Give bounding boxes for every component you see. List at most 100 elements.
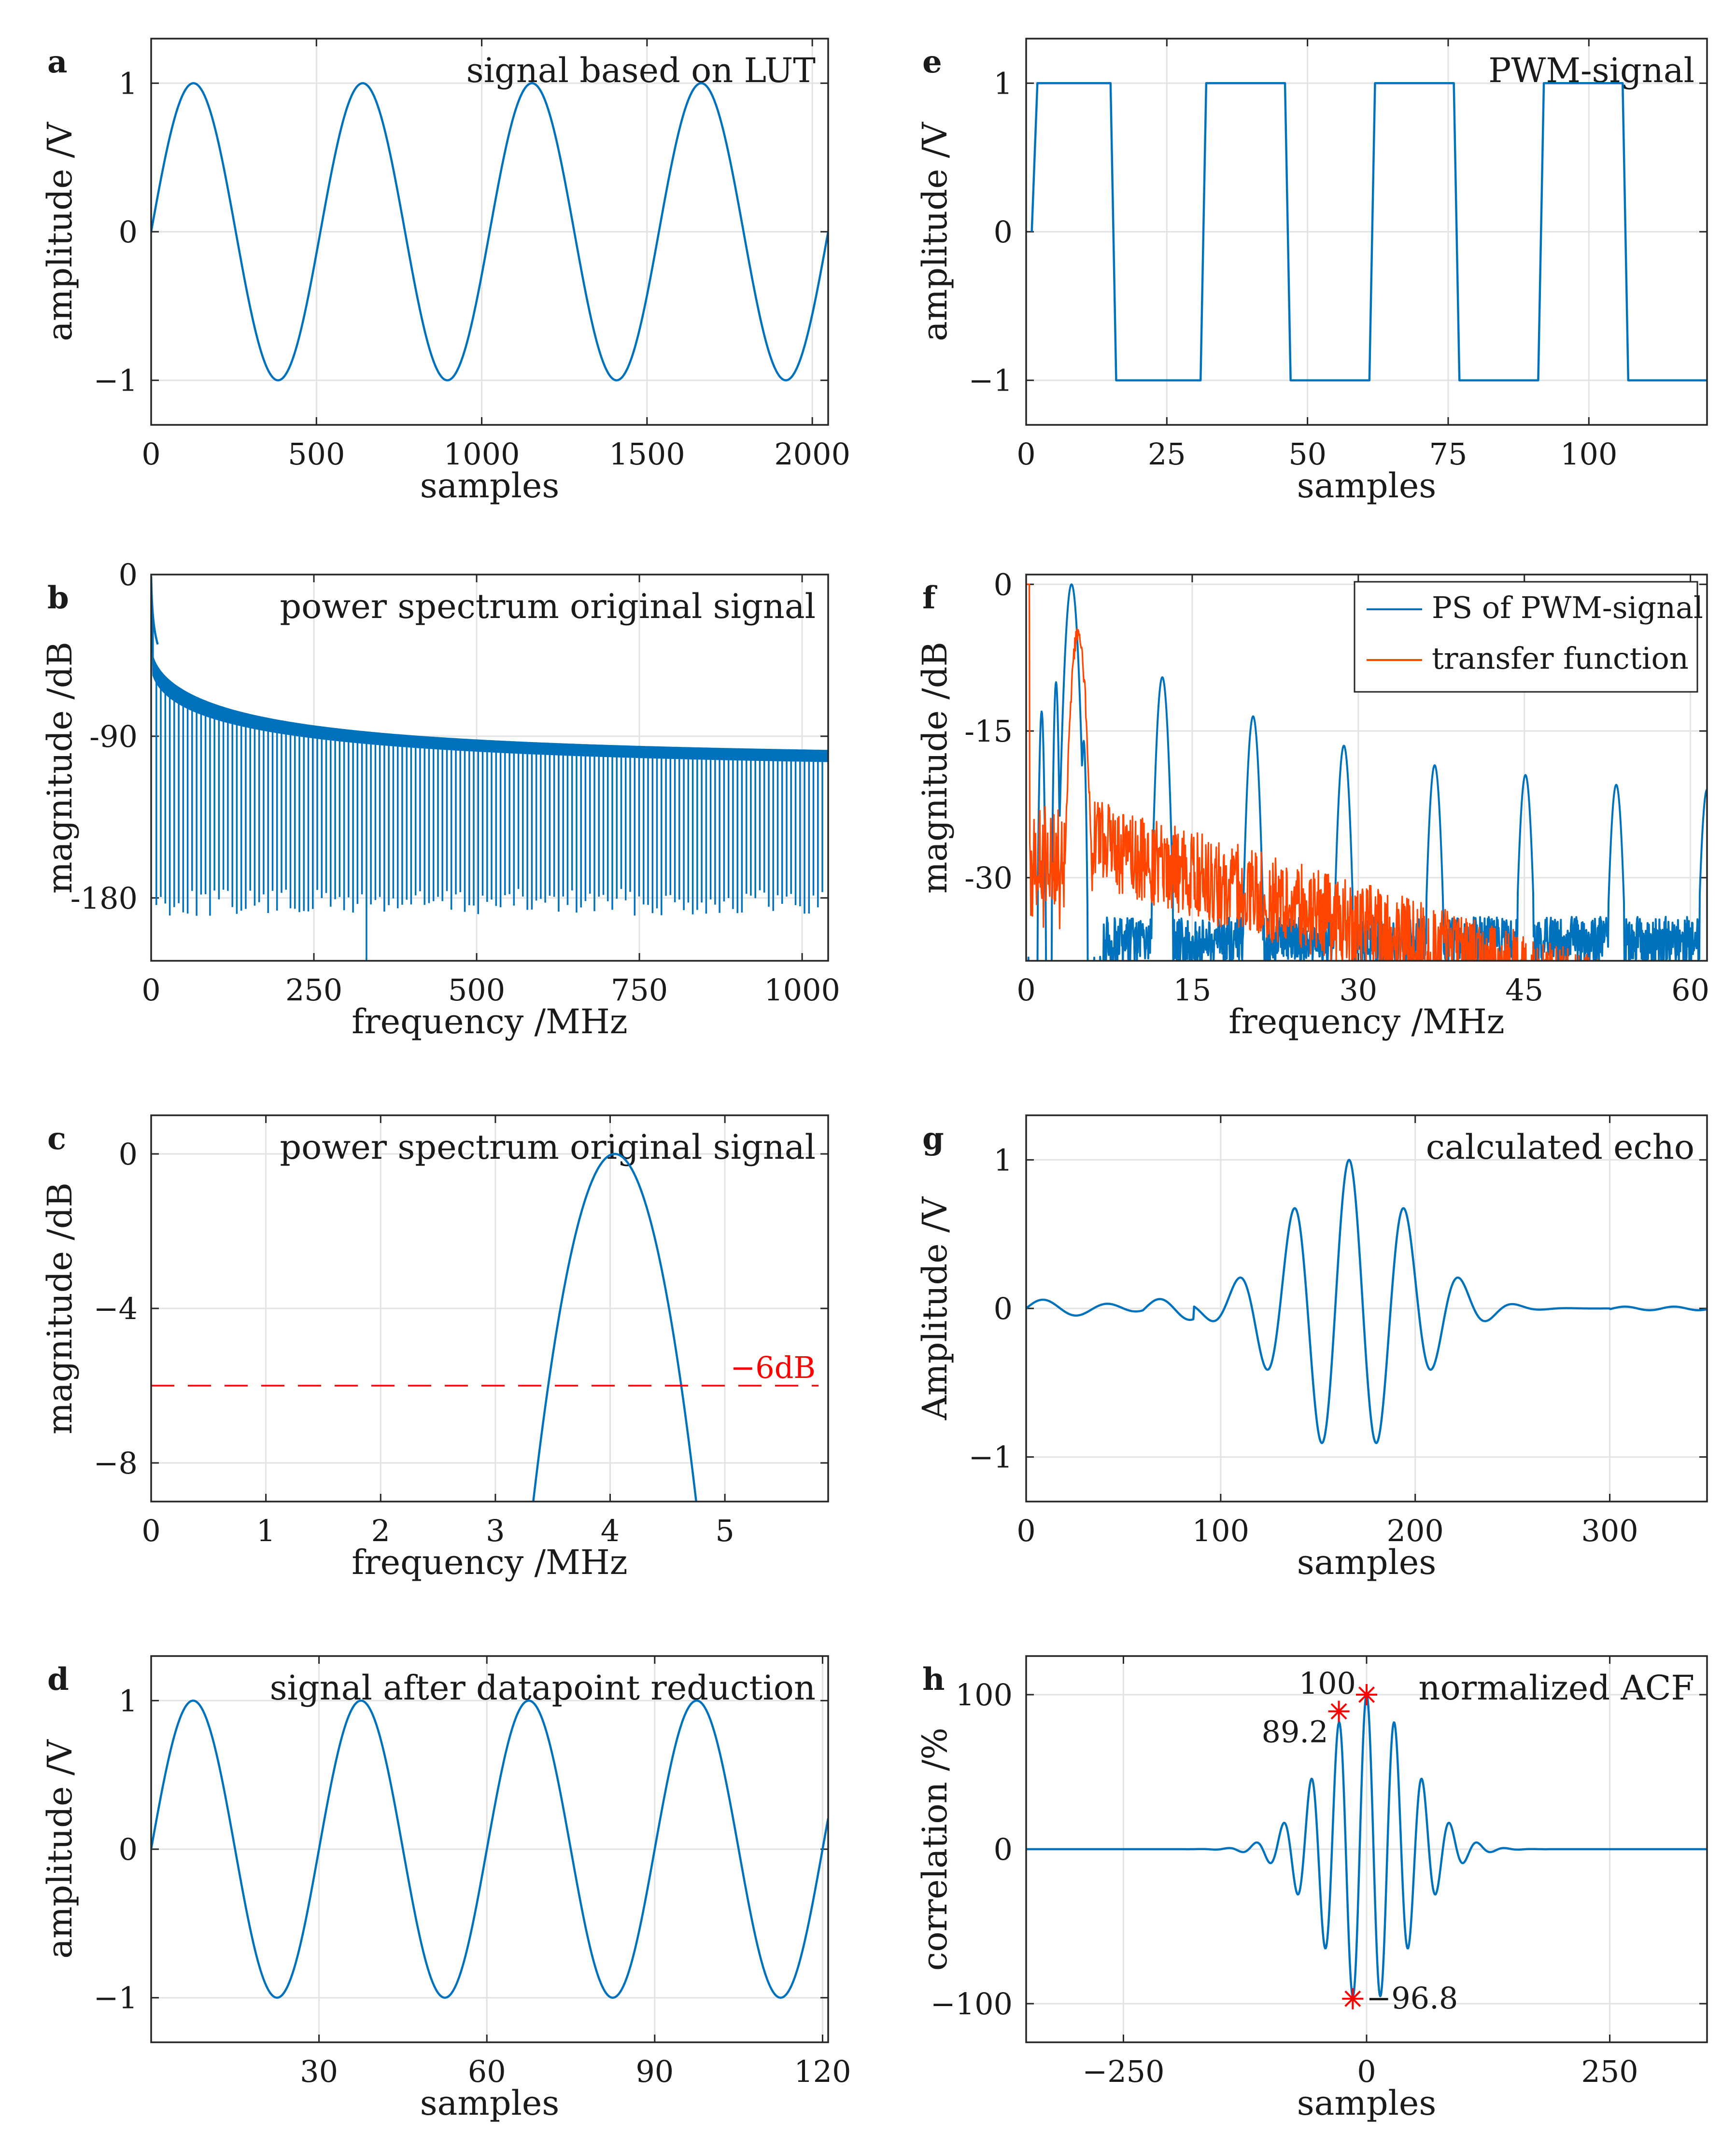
y-tick-label: −1 [969, 363, 1013, 398]
panel-f: 0 15 30 45 60 -30 -15 0 frequency /MHz magnitude … [915, 567, 1709, 1041]
x-axis-label: frequency /MHz [352, 1543, 627, 1582]
y-tick-label: −1 [94, 363, 138, 398]
y-axis-label: amplitude /V [915, 122, 955, 341]
y-axis-label: amplitude /V [40, 1739, 80, 1959]
x-tick-label: 45 [1505, 972, 1543, 1008]
y-tick-label: 0 [119, 214, 138, 250]
x-tick-label: 0 [141, 972, 160, 1008]
y-tick-label: -15 [964, 714, 1013, 749]
axes-frame [150, 1114, 829, 1503]
y-tick-label: 1 [119, 66, 138, 101]
x-tick-label: 0 [141, 436, 160, 472]
y-tick-label: −100 [931, 1986, 1013, 2022]
series-spectrum-start [151, 576, 159, 646]
y-tick-label: 1 [994, 66, 1013, 101]
x-axis-label: frequency /MHz [1228, 1002, 1504, 1041]
x-tick-label: 1 [256, 1513, 275, 1548]
x-tick-label: 3 [486, 1513, 505, 1548]
y-tick-label: 0 [994, 214, 1013, 250]
y-axis-label: amplitude /V [40, 122, 80, 341]
y-tick-label: 0 [119, 557, 138, 592]
y-tick-label: 1 [994, 1142, 1013, 1178]
x-tick-label: 0 [1357, 2054, 1376, 2089]
x-tick-label: 30 [300, 2054, 338, 2089]
x-tick-label: 1000 [764, 972, 840, 1008]
panel-b: 0 250 500 750 1000 -180 -90 0 frequency /MHz magn… [40, 557, 840, 1041]
y-tick-label: −8 [94, 1446, 138, 1481]
x-tick-label: 100 [1192, 1513, 1249, 1548]
y-tick-label: -90 [89, 719, 138, 754]
panel-letter: g [922, 1121, 944, 1157]
marker-label: 89.2 [1262, 1714, 1328, 1750]
x-tick-label: 120 [794, 2054, 851, 2089]
y-tick-label: -180 [71, 881, 138, 916]
x-tick-label: 1500 [609, 436, 685, 472]
x-axis-label: frequency /MHz [352, 1002, 627, 1041]
x-tick-label: −250 [1082, 2054, 1164, 2089]
series-pwm [1030, 82, 1707, 381]
x-tick-label: 300 [1581, 1513, 1638, 1548]
x-tick-label: 15 [1173, 972, 1211, 1008]
panel-letter: e [922, 44, 942, 80]
y-tick-label: −1 [969, 1440, 1013, 1475]
panel-letter: d [47, 1661, 69, 1698]
x-tick-label: 750 [611, 972, 668, 1008]
x-tick-label: 90 [635, 2054, 674, 2089]
x-tick-label: 2 [371, 1513, 390, 1548]
panel-h: −250 0 250 −100 0 100 samples correlation /% h no… [915, 1655, 1708, 2123]
series-signal [151, 82, 828, 381]
x-tick-label: 1000 [444, 436, 520, 472]
y-tick-label: −4 [94, 1291, 138, 1326]
y-axis-label: magnitude /dB [915, 642, 955, 894]
x-tick-label: 500 [288, 436, 345, 472]
series-main-lobe [532, 1152, 697, 1502]
axes-frame [150, 574, 829, 962]
panel-a: 0 500 1000 1500 2000 −1 0 1 samples amplitude /V a… [40, 38, 850, 506]
y-tick-label: 0 [119, 1137, 138, 1172]
axes-frame [1025, 1655, 1708, 2043]
x-axis-label: samples [1297, 466, 1437, 506]
panel-letter: a [47, 44, 67, 80]
series-echo [1026, 1159, 1707, 1445]
panel-title: power spectrum original signal [280, 587, 816, 626]
y-tick-label: 1 [119, 1683, 138, 1718]
marker-1: 89.2 [1262, 1700, 1350, 1750]
y-tick-label: 0 [994, 567, 1013, 602]
panel-title: PWM-signal [1488, 51, 1694, 90]
y-axis-label: magnitude /dB [40, 1182, 80, 1434]
panel-title: power spectrum original signal [280, 1127, 816, 1167]
x-tick-label: 0 [1016, 1513, 1035, 1548]
x-tick-label: 250 [1581, 2054, 1638, 2089]
marker-star [1328, 1700, 1350, 1722]
panel-d: 30 60 90 120 −1 0 1 samples amplitude /V d signal … [40, 1655, 851, 2123]
panel-e: 0 25 50 75 100 −1 0 1 samples amplitude /V e PWM-si… [915, 38, 1708, 506]
y-axis-label: magnitude /dB [40, 642, 80, 894]
x-axis-label: samples [1297, 1543, 1437, 1582]
panel-title: signal after datapoint reduction [270, 1668, 816, 1708]
x-tick-label: 0 [1016, 436, 1035, 472]
legend-box [1354, 581, 1698, 693]
panel-letter: c [47, 1121, 66, 1157]
x-tick-label: 25 [1148, 436, 1186, 472]
x-tick-label: 30 [1339, 972, 1377, 1008]
panel-g: 0 100 200 300 −1 0 1 samples Amplitude /V g calcul… [915, 1114, 1708, 1582]
panel-letter: h [922, 1661, 945, 1698]
y-tick-label: −1 [94, 1980, 138, 2016]
legend-entry: PS of PWM-signal [1432, 590, 1703, 625]
panel-title: signal based on LUT [466, 51, 816, 90]
legend-entry: transfer function [1432, 641, 1689, 676]
panel-letter: b [47, 580, 69, 616]
marker-star [1342, 1988, 1364, 2009]
x-tick-label: 5 [715, 1513, 734, 1548]
y-tick-label: 0 [994, 1291, 1013, 1326]
y-tick-label: 0 [119, 1832, 138, 1867]
y-tick-label: -30 [964, 860, 1013, 896]
marker-label: −96.8 [1366, 1980, 1458, 2016]
x-tick-label: 0 [1016, 972, 1035, 1008]
panel-c: 0 1 2 3 4 5 −8 −4 0 frequency /MHz magnitude /dB c p… [40, 1114, 829, 1582]
series-envelope-band [151, 575, 828, 762]
x-tick-label: 75 [1429, 436, 1468, 472]
x-tick-label: 200 [1387, 1513, 1444, 1548]
axes-frame [150, 38, 829, 426]
x-tick-label: 100 [1560, 436, 1617, 472]
